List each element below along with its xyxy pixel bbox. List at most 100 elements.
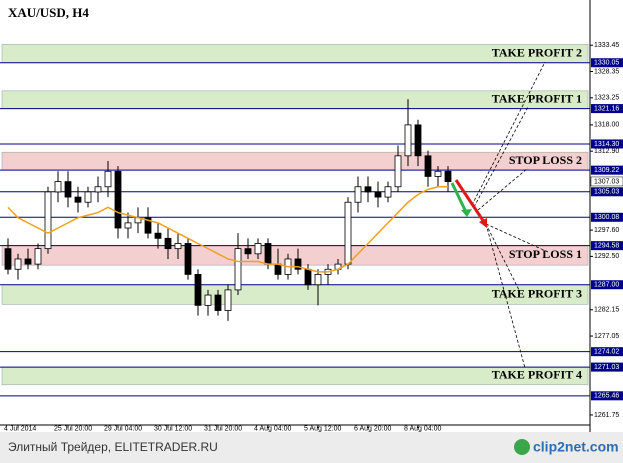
level-box [591, 241, 623, 251]
level-box [591, 391, 623, 401]
candle-body [124, 222, 132, 229]
candle-body [114, 170, 122, 229]
candle-body [64, 181, 72, 198]
level-label: 1321.16 [594, 105, 619, 112]
x-tick-label: 29 Jul 04:00 [104, 425, 142, 432]
candle-body [84, 191, 92, 203]
projection-lines [471, 61, 549, 369]
level-label: 1294.58 [594, 242, 619, 249]
level-box [591, 187, 623, 197]
level-label: 1309.22 [594, 167, 619, 174]
level-box [591, 362, 623, 372]
footer-source: Элитный Трейдер, ELITETRADER.RU [8, 440, 218, 454]
y-tick-label: 1318.00 [594, 122, 619, 129]
y-tick-label: 1277.05 [594, 333, 619, 340]
red-arrow-head [479, 218, 487, 228]
candle-body [424, 155, 432, 177]
candle-body [14, 258, 22, 270]
current-price-label: 1307.03 [594, 178, 619, 185]
candle-body [44, 191, 52, 250]
candle-body [274, 263, 282, 275]
level-box [591, 165, 623, 175]
candle-body [434, 170, 442, 177]
level-box [591, 212, 623, 222]
y-tick-label: 1297.60 [594, 227, 619, 234]
level-box [591, 104, 623, 114]
x-tick-label: 8 Aug 04:00 [404, 425, 441, 432]
x-tick-label: 4 Aug 04:00 [254, 425, 291, 432]
x-tick-label: 31 Jul 20:00 [204, 425, 242, 432]
candles [4, 99, 452, 321]
annotations [450, 61, 549, 369]
y-tick-label: 1312.90 [594, 148, 619, 155]
y-tick-label: 1261.75 [594, 412, 619, 419]
candle-body [34, 248, 42, 265]
level-box [591, 58, 623, 68]
candle-body [164, 237, 172, 250]
candle-body [24, 258, 32, 265]
zone [1, 151, 589, 171]
y-tick-label: 1292.50 [594, 253, 619, 260]
candle-body [4, 248, 12, 270]
candle-body [94, 186, 102, 193]
candle-body [414, 124, 422, 157]
level-label: 1305.03 [594, 189, 619, 196]
level-box [591, 347, 623, 357]
level-label: 1274.02 [594, 349, 619, 356]
y-tick-label: 1323.25 [594, 95, 619, 102]
y-tick-label: 1333.45 [594, 42, 619, 49]
candle-body [384, 186, 392, 198]
current-price-box [590, 176, 623, 187]
candle-body [444, 170, 452, 183]
level-label: 1300.08 [594, 214, 619, 221]
level-box [591, 139, 623, 149]
level-label: 1271.03 [594, 364, 619, 371]
candle-body [374, 191, 382, 198]
y-tick-label: 1328.35 [594, 68, 619, 75]
candle-body [354, 186, 362, 203]
candle-body [254, 243, 262, 255]
candle-body [144, 217, 152, 234]
zone-label: TAKE PROFIT 1 [492, 91, 582, 105]
zone-label: TAKE PROFIT 3 [492, 286, 582, 300]
candle-body [204, 294, 212, 306]
dashed-line [485, 223, 521, 293]
level-label: 1265.46 [594, 393, 619, 400]
x-tick-label: 4 Jul 2014 [4, 425, 36, 432]
candle-body [174, 243, 182, 250]
candle-body [154, 232, 162, 239]
footer-logo: clip2net.com [533, 439, 619, 455]
candle-body [344, 201, 352, 265]
candle-body [74, 196, 82, 203]
x-tick-label: 6 Aug 20:00 [354, 425, 391, 432]
candle-body [194, 274, 202, 306]
y-tick-label: 1282.15 [594, 307, 619, 314]
candle-body [314, 274, 322, 286]
axis-labels: 1333.45 1328.35 1323.25 1318.00 1312.90 1297.… [4, 42, 623, 432]
dashed-line [477, 167, 529, 211]
moving-average [7, 186, 448, 273]
red-arrow [454, 179, 486, 223]
candle-body [104, 170, 112, 188]
candle-body [184, 243, 192, 275]
x-tick-label: 30 Jul 12:00 [154, 425, 192, 432]
chart-title: XAU/USD, H4 [8, 5, 89, 20]
candle-body [214, 294, 222, 311]
level-label: 1314.30 [594, 141, 619, 148]
candle-body [244, 248, 252, 255]
zone-label: TAKE PROFIT 2 [492, 45, 582, 59]
background [0, 0, 623, 432]
level-label: 1287.00 [594, 282, 619, 289]
zones: TAKE PROFIT 2 TAKE PROFIT 1 STOP LOSS 2 STO… [1, 44, 589, 386]
candle-body [404, 124, 412, 157]
zone-label: STOP LOSS 1 [509, 247, 582, 261]
dashed-line [485, 223, 549, 253]
logo-icon [514, 439, 530, 455]
x-tick-label: 5 Aug 12:00 [304, 425, 341, 432]
candle-body [224, 289, 232, 311]
zone-label: STOP LOSS 2 [509, 153, 582, 167]
green-arrow-head [461, 209, 472, 217]
level-label: 1330.05 [594, 60, 619, 67]
